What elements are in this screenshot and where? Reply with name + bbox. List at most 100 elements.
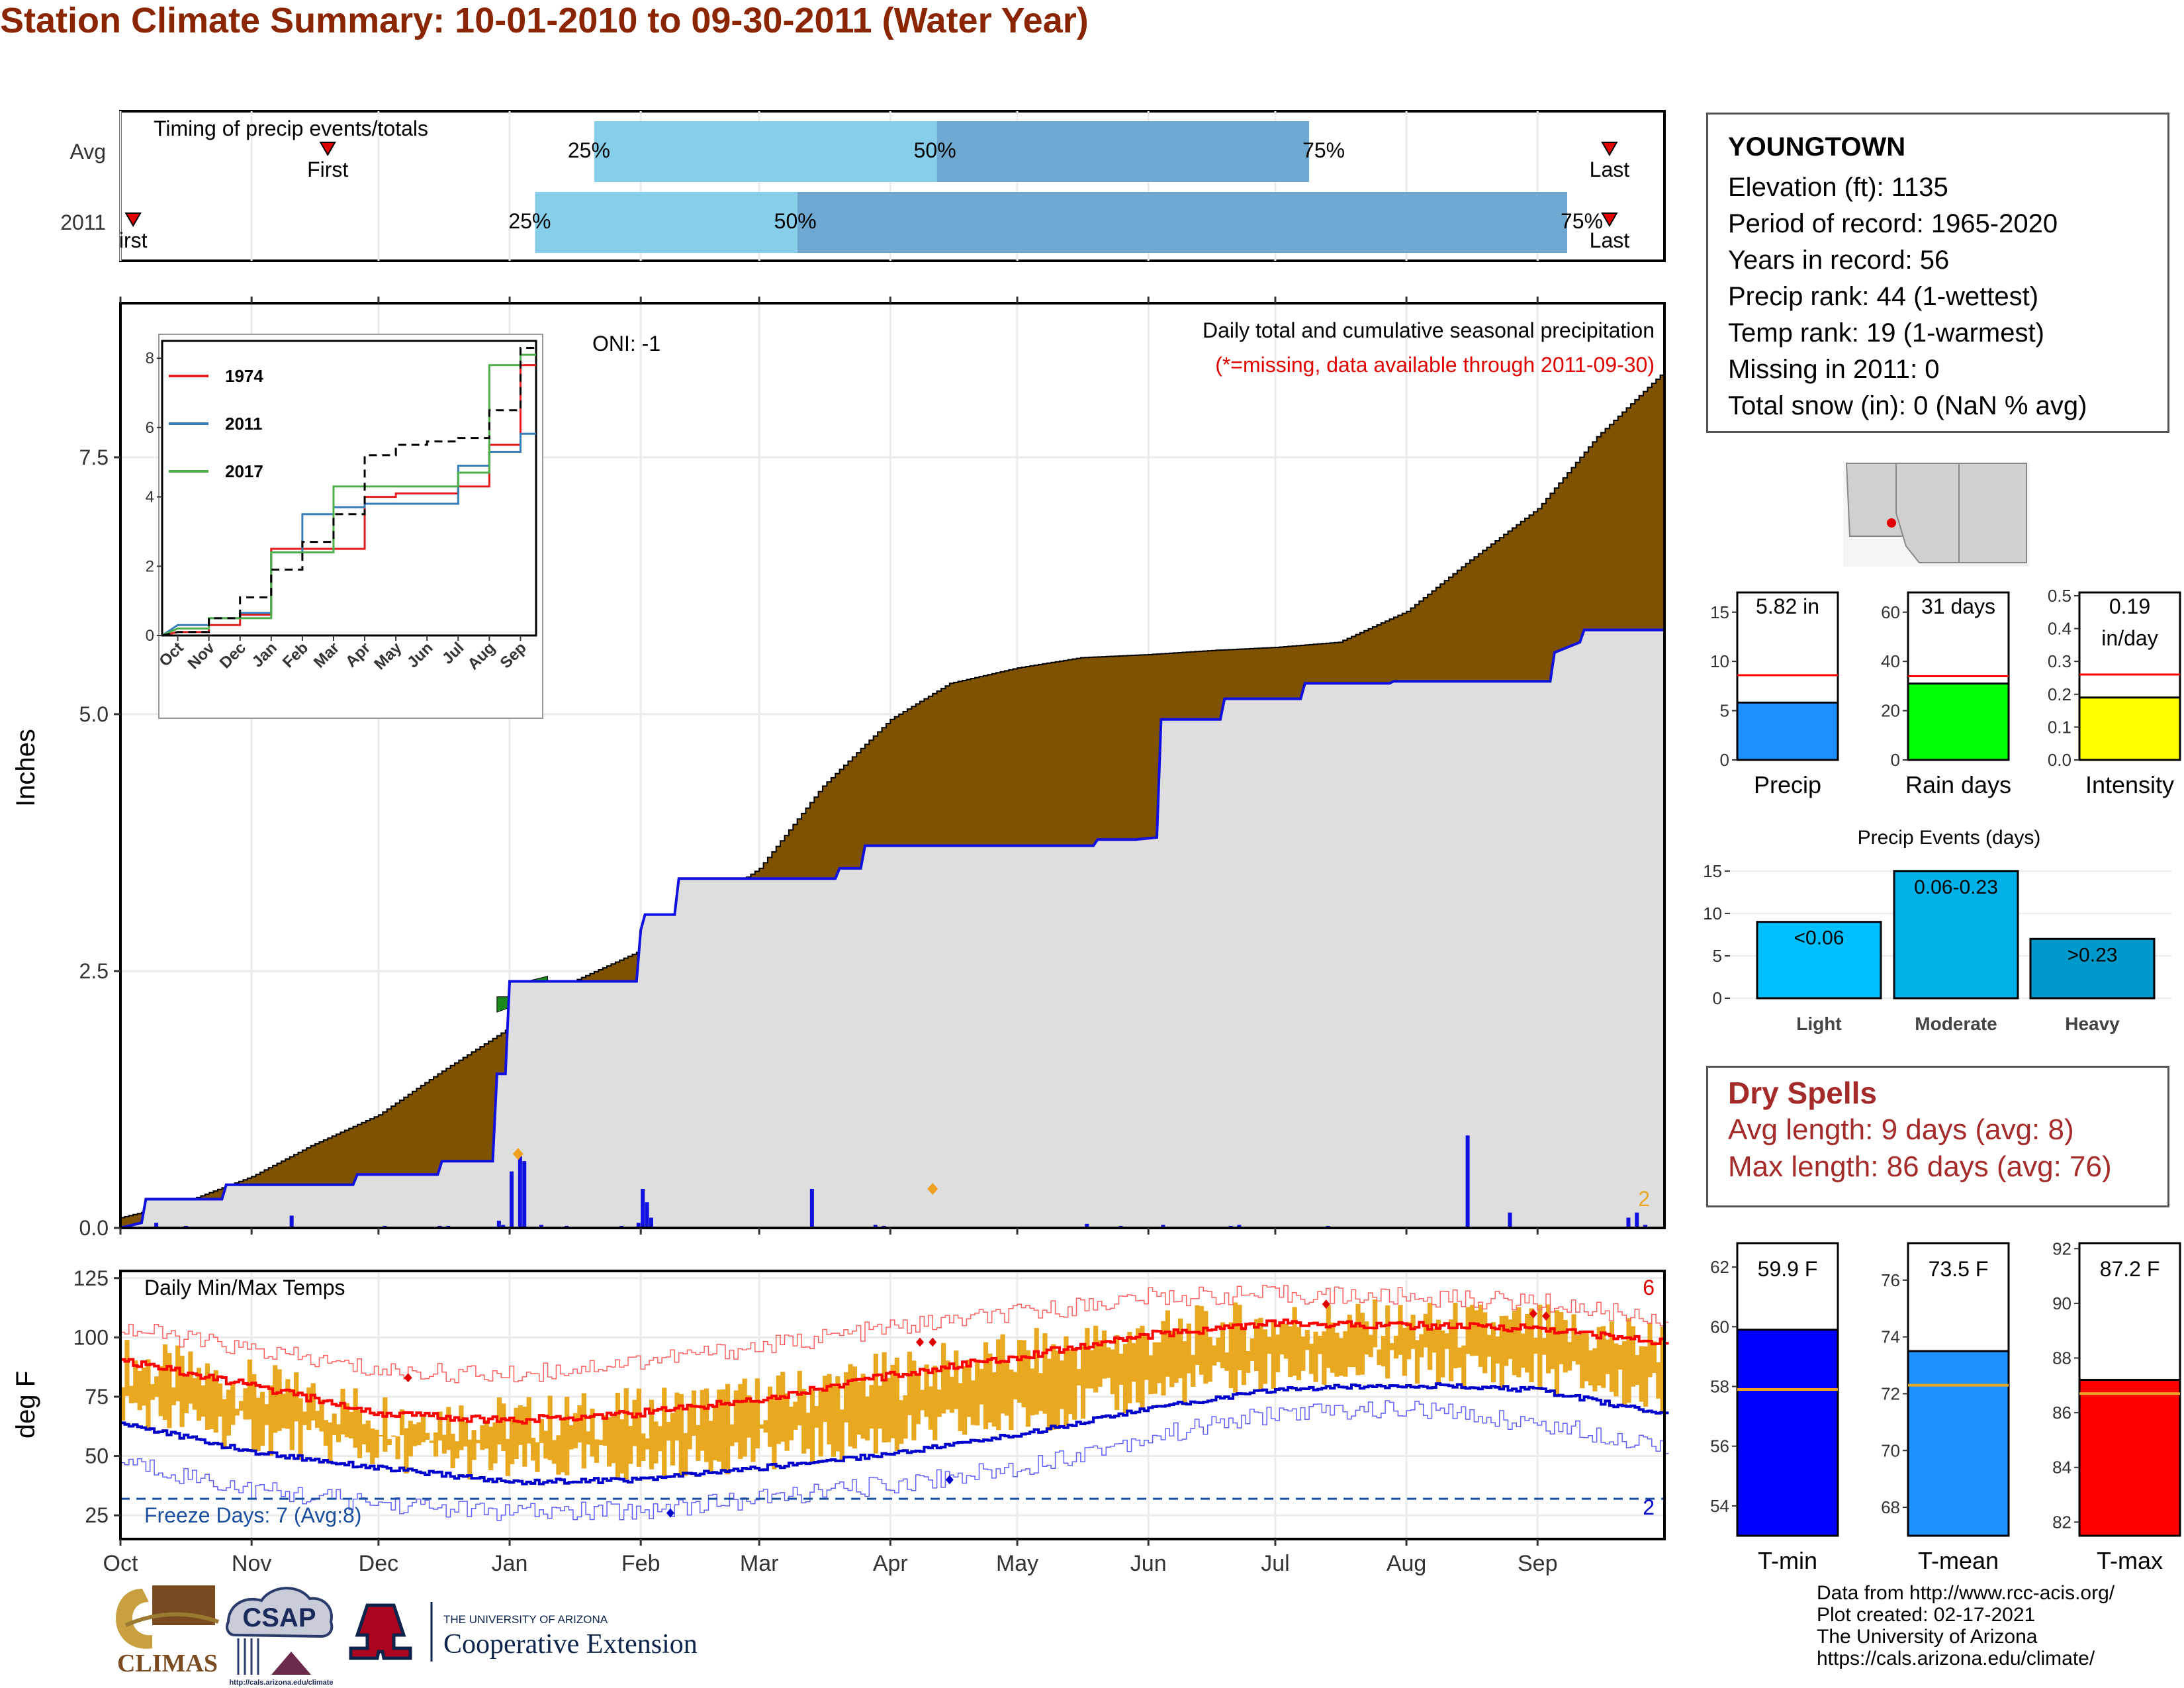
dry-spells-box: Dry Spells Avg length: 9 days (avg: 8) M… (1706, 1066, 2169, 1207)
daily-temp-bar (1398, 1305, 1403, 1355)
station-missing: Missing in 2011: 0 (1728, 355, 1940, 384)
daily-temp-bar (1601, 1326, 1606, 1388)
daily-temp-bar (645, 1438, 650, 1450)
daily-temp-bar (437, 1411, 443, 1441)
mini-chart-tick-label: 0.0 (2048, 750, 2071, 770)
daily-temp-bar (408, 1421, 413, 1457)
daily-temp-bar (230, 1382, 236, 1425)
daily-temp-bar (1034, 1328, 1039, 1415)
daily-temp-bar (1584, 1331, 1589, 1382)
daily-temp-bar (886, 1378, 891, 1442)
daily-temp-bar (708, 1421, 713, 1474)
daily-precip-bar (510, 1171, 514, 1228)
daily-temp-bar (763, 1420, 768, 1433)
daily-precip-bar (1635, 1212, 1639, 1228)
daily-temp-bar (746, 1395, 752, 1438)
inset-legend-label: 2011 (225, 414, 262, 434)
precip-ylabel: Inches (11, 729, 40, 807)
daily-temp-bar (818, 1391, 823, 1457)
daily-temp-bar (581, 1393, 586, 1469)
freeze-days-label: Freeze Days: 7 (Avg:8) (144, 1503, 361, 1527)
csap-logo-text: CSAP (242, 1603, 316, 1632)
csap-logo-url: http://cals.arizona.edu/climate (229, 1679, 333, 1687)
precip-events-bar (2029, 937, 2156, 1000)
month-label: Feb (621, 1551, 660, 1576)
daily-temp-bar (1423, 1313, 1428, 1348)
daily-temp-bar (281, 1393, 287, 1429)
daily-temp-bar (1402, 1327, 1407, 1376)
daily-temp-bar (987, 1353, 993, 1423)
daily-temp-bar (928, 1386, 934, 1430)
daily-precip-bar (501, 1225, 506, 1228)
temp-chart-bar (2078, 1379, 2181, 1537)
daily-temp-bar (1563, 1320, 1568, 1373)
inset-ytick-label: 0 (146, 627, 154, 645)
inset-legend-label: 1974 (225, 366, 263, 386)
station-location-dot (1887, 518, 1896, 528)
inset-legend-label: 2017 (225, 461, 263, 481)
daily-temp-bar (463, 1421, 468, 1447)
daily-temp-bar (598, 1440, 604, 1446)
temp-count-top: 6 (1643, 1276, 1655, 1299)
daily-temp-bar (915, 1374, 921, 1425)
ua-logo-big-text: Cooperative Extension (443, 1629, 698, 1660)
daily-temp-bar (1165, 1310, 1170, 1377)
daily-temp-bar (1440, 1330, 1445, 1378)
csap-logo-rain (237, 1638, 259, 1675)
daily-temp-bar (869, 1385, 874, 1429)
daily-temp-bar (429, 1440, 434, 1443)
mini-chart-value-unit: in/day (2101, 626, 2158, 650)
daily-temp-bar (767, 1386, 773, 1447)
daily-temp-bar (958, 1383, 963, 1431)
daily-temp-bar (1660, 1327, 1665, 1414)
temp-title: Daily Min/Max Temps (144, 1276, 345, 1299)
daily-temp-bar (1195, 1305, 1200, 1365)
daily-temp-bar (1465, 1307, 1471, 1354)
daily-temp-bar (1444, 1333, 1449, 1349)
month-label: Dec (359, 1551, 398, 1576)
daily-temp-bar (1322, 1331, 1327, 1385)
daily-temp-bar (1567, 1342, 1572, 1371)
month-label: Jul (1261, 1551, 1289, 1576)
daily-temp-bar (1525, 1313, 1530, 1373)
daily-temp-bar (218, 1383, 223, 1417)
daily-temp-bar (983, 1342, 989, 1429)
daily-temp-bar (653, 1421, 659, 1464)
mini-chart-tick-label: 0.2 (2048, 684, 2071, 704)
timing-first-marker-label: irst (119, 228, 148, 252)
daily-temp-bar (399, 1409, 405, 1436)
daily-temp-bar (882, 1352, 887, 1443)
daily-temp-bar (674, 1392, 680, 1441)
daily-temp-bar (1140, 1325, 1145, 1409)
daily-temp-bar (1537, 1305, 1543, 1391)
daily-precip-bar (496, 1221, 501, 1228)
daily-temp-bar (848, 1364, 853, 1447)
daily-temp-bar (361, 1424, 367, 1444)
temp-chart-value: 73.5 F (1929, 1257, 1989, 1281)
daily-temp-bar (1186, 1323, 1191, 1374)
daily-precip-bar (1626, 1217, 1631, 1228)
timing-first-marker (319, 142, 336, 156)
daily-temp-bar (1055, 1350, 1060, 1429)
daily-temp-bar (412, 1424, 418, 1446)
daily-temp-bar (1068, 1349, 1073, 1415)
station-elevation: Elevation (ft): 1135 (1728, 173, 1948, 202)
mini-chart-value: 5.82 in (1756, 594, 1819, 618)
daily-temp-bar (141, 1367, 147, 1406)
record-temp-marker (1542, 1311, 1551, 1321)
daily-temp-bar (1516, 1307, 1522, 1378)
record-temp-marker (929, 1337, 937, 1347)
daily-temp-bar (1609, 1321, 1615, 1392)
daily-temp-bar (370, 1428, 375, 1465)
daily-temp-bar (1592, 1348, 1598, 1391)
daily-temp-bar (1541, 1338, 1547, 1355)
precip-panel-frame (119, 302, 1666, 1229)
daily-temp-bar (1304, 1330, 1310, 1350)
daily-temp-bar (1622, 1340, 1627, 1405)
timing-row-2011: 2011 (60, 211, 106, 234)
temp-ytick-label: 125 (73, 1266, 109, 1290)
daily-temp-bar (809, 1389, 815, 1462)
daily-temp-bar (1191, 1354, 1196, 1387)
daily-temp-bar (729, 1424, 735, 1446)
